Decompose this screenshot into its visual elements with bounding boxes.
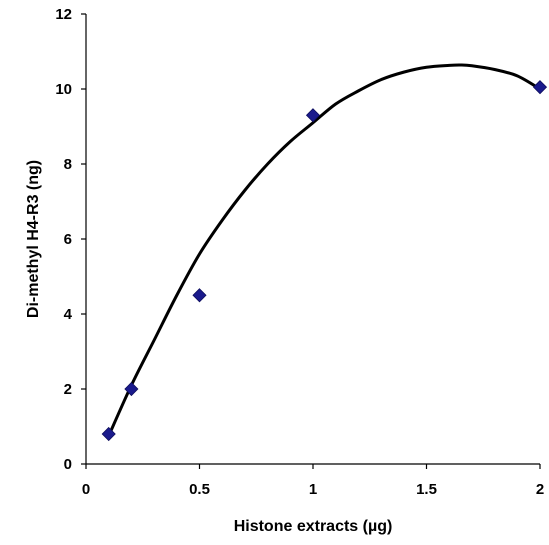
data-point-diamond <box>532 80 548 95</box>
y-axis-title: Di-methyl H4-R3 (ng) <box>25 160 42 318</box>
data-points <box>101 80 548 442</box>
y-tick-label: 12 <box>55 6 72 23</box>
x-axis-title: Histone extracts (µg) <box>234 518 393 535</box>
trend-curve <box>107 63 542 438</box>
data-point-diamond <box>305 108 321 123</box>
data-point-diamond <box>101 426 116 442</box>
data-point-diamond <box>124 381 139 397</box>
y-tick-label: 10 <box>55 81 72 98</box>
y-tick-label: 0 <box>64 456 72 473</box>
tick-marks <box>81 13 541 469</box>
x-tick-label: 1.5 <box>416 481 437 498</box>
x-tick-label: 1 <box>309 481 317 498</box>
tick-labels: 0 2 4 6 8 10 12 0 0.5 1 1.5 2 <box>55 6 544 498</box>
y-tick-label: 4 <box>64 306 73 323</box>
y-tick-label: 8 <box>64 156 72 173</box>
y-tick-label: 2 <box>64 381 72 398</box>
y-tick-label: 6 <box>64 231 72 248</box>
data-point-diamond <box>192 288 207 303</box>
x-tick-label: 2 <box>536 481 544 498</box>
trend-curve-layer <box>107 63 542 438</box>
axes <box>85 14 540 465</box>
x-tick-label: 0.5 <box>189 481 210 498</box>
x-tick-label: 0 <box>82 481 90 498</box>
